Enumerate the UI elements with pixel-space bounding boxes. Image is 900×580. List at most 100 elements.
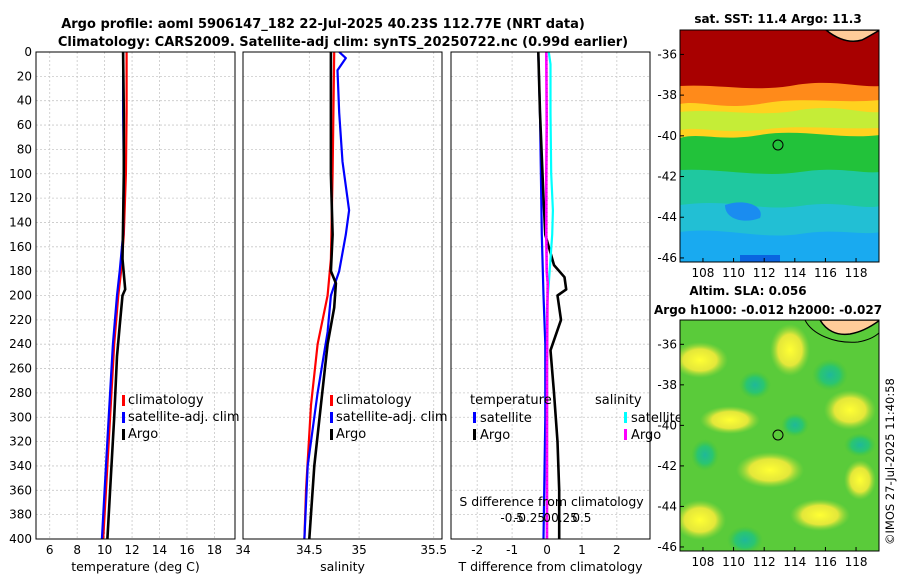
depth-tick-label: 120: [9, 191, 32, 205]
difference-legend-swatch: [473, 412, 476, 423]
salinity-x-axis-label: salinity: [320, 559, 365, 574]
difference-legend-temperature-title: temperature: [470, 393, 552, 408]
temperature-x-tick-label: 16: [179, 543, 194, 557]
depth-tick-label: 360: [9, 483, 32, 497]
depth-tick-label: 400: [9, 532, 32, 546]
map-y-tick-label: -46: [657, 540, 677, 554]
depth-tick-label: 160: [9, 240, 32, 254]
depth-tick-label: 0: [24, 45, 32, 59]
difference-legend-swatch: [624, 412, 627, 423]
salinity-series-argo: [308, 52, 338, 540]
temperature-legend-label: Argo: [128, 427, 158, 442]
salinity-series-satellite-adj-clim: [303, 51, 351, 540]
map-y-tick-label: -36: [657, 47, 677, 61]
map-y-tick-label: -38: [657, 378, 677, 392]
map-y-tick-label: -38: [657, 88, 677, 102]
map-y-tick-label: -44: [657, 210, 677, 224]
depth-tick-label: 80: [17, 142, 32, 156]
depth-tick-label: 220: [9, 313, 32, 327]
sla-argo-position-marker: [772, 429, 784, 441]
map-y-tick-label: -40: [657, 418, 677, 432]
depth-tick-label: 20: [17, 69, 32, 83]
temperature-x-tick-label: 6: [46, 543, 54, 557]
difference-x-tick-label: 2: [613, 543, 621, 557]
map-x-tick-label: 108: [692, 555, 715, 569]
sla-map-title: Altim. SLA: 0.056: [689, 284, 806, 298]
sst-map: sat. SST: 11.4 Argo: 11.3 108 110 112 114 11…: [657, 12, 880, 280]
difference-axes-frame: [450, 51, 651, 540]
map-x-tick-label: 110: [722, 266, 745, 280]
depth-tick-label: 260: [9, 362, 32, 376]
depth-tick-label: 100: [9, 167, 32, 181]
depth-tick-label: 200: [9, 289, 32, 303]
difference-legend-salinity-title: salinity: [595, 393, 642, 408]
salinity-legend-swatch: [330, 412, 333, 423]
temperature-axes-frame: [35, 51, 236, 540]
difference-x-tick-label: -1: [506, 543, 518, 557]
temperature-legend-label: climatology: [128, 393, 204, 408]
sla-map: Altim. SLA: 0.056 Argo h1000: -0.012 h20…: [654, 284, 882, 569]
salinity-x-tick-label: 34: [235, 543, 250, 557]
depth-tick-label: 140: [9, 215, 32, 229]
figure-title-line1: Argo profile: aoml 5906147_182 22-Jul-20…: [61, 17, 585, 32]
map-x-tick-label: 118: [845, 266, 868, 280]
salinity-legend-label: Argo: [336, 427, 366, 442]
depth-tick-label: 240: [9, 337, 32, 351]
salinity-panel: 34 34.5 35 35.5 salinity climatology satellite…: [235, 51, 448, 574]
imos-timestamp-watermark: ©IMOS 27-Jul-2025 11:40:58: [883, 378, 897, 545]
difference-legend-label: satellite: [480, 411, 532, 426]
salinity-legend-label: satellite-adj. clim: [336, 410, 448, 425]
salinity-x-tick-label: 35: [351, 543, 366, 557]
sla-map-subtitle: Argo h1000: -0.012 h2000: -0.027: [654, 303, 882, 317]
map-x-tick-label: 112: [753, 266, 776, 280]
map-y-tick-label: -46: [657, 251, 677, 265]
salinity-x-tick-label: 35.5: [420, 543, 447, 557]
sst-map-title: sat. SST: 11.4 Argo: 11.3: [694, 12, 861, 26]
map-x-tick-label: 116: [814, 266, 837, 280]
temperature-x-tick-label: 14: [152, 543, 167, 557]
depth-tick-label: 40: [17, 94, 32, 108]
difference-s-tick-label: 0.5: [572, 511, 591, 525]
temperature-legend-swatch: [122, 395, 125, 406]
map-y-tick-label: -40: [657, 129, 677, 143]
map-y-tick-label: -44: [657, 499, 677, 513]
map-x-tick-label: 114: [783, 555, 806, 569]
difference-x-tick-label: 0: [543, 543, 551, 557]
map-x-tick-label: 116: [814, 555, 837, 569]
temperature-legend-label: satellite-adj. clim: [128, 410, 240, 425]
figure-title-line2: Climatology: CARS2009. Satellite-adj cli…: [58, 35, 628, 50]
difference-x-axis-label: T difference from climatology: [457, 559, 643, 574]
temperature-x-tick-label: 18: [207, 543, 222, 557]
depth-tick-label: 380: [9, 508, 32, 522]
map-x-tick-label: 114: [783, 266, 806, 280]
depth-tick-label: 280: [9, 386, 32, 400]
temperature-series-climatology: [102, 52, 128, 540]
difference-x-tick-label: -2: [471, 543, 483, 557]
map-x-tick-label: 112: [753, 555, 776, 569]
temperature-x-tick-label: 8: [73, 543, 81, 557]
salinity-axes-frame: [242, 51, 443, 540]
depth-tick-label: 320: [9, 435, 32, 449]
difference-s-tick-label: 0.25: [551, 511, 578, 525]
map-x-tick-label: 108: [692, 266, 715, 280]
difference-x-tick-label: 1: [578, 543, 586, 557]
difference-legend-label: Argo: [631, 428, 661, 443]
difference-s-tick-label: -0.25: [514, 511, 545, 525]
difference-series-temperature-argo: [537, 51, 568, 539]
difference-legend-label: satellite: [631, 411, 683, 426]
difference-s-axis-label: S difference from climatology: [459, 494, 644, 509]
difference-legend-label: Argo: [480, 428, 510, 443]
temperature-legend-swatch: [122, 412, 125, 423]
salinity-legend-swatch: [330, 429, 333, 440]
temperature-x-tick-label: 10: [97, 543, 112, 557]
depth-tick-label: 180: [9, 264, 32, 278]
temperature-x-tick-label: 12: [124, 543, 139, 557]
salinity-legend-swatch: [330, 395, 333, 406]
sst-argo-position-marker: [772, 139, 784, 151]
map-y-tick-label: -36: [657, 337, 677, 351]
difference-series-salinity-argo: [544, 51, 550, 539]
map-y-tick-label: -42: [657, 170, 677, 184]
temperature-x-axis-label: temperature (deg C): [71, 559, 200, 574]
difference-legend-swatch: [473, 429, 476, 440]
